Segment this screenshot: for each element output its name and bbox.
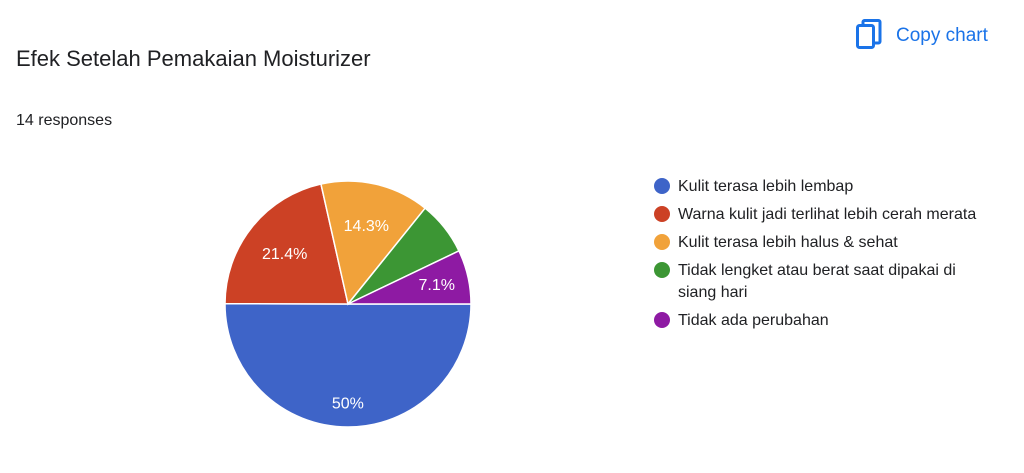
legend-label: Kulit terasa lebih halus & sehat bbox=[678, 234, 898, 251]
copy-chart-button[interactable]: Copy chart bbox=[856, 18, 988, 54]
response-count: 14 responses bbox=[16, 112, 113, 129]
legend-swatch bbox=[654, 178, 670, 194]
legend-item: Tidak ada perubahan bbox=[654, 310, 984, 332]
chart-title: Efek Setelah Pemakaian Moisturizer bbox=[16, 46, 371, 71]
copy-chart-label: Copy chart bbox=[896, 25, 988, 46]
slice-label: 14.3% bbox=[344, 218, 389, 235]
legend-label: Warna kulit jadi terlihat lebih cerah me… bbox=[678, 206, 977, 223]
legend-item: Kulit terasa lebih lembap bbox=[654, 176, 984, 198]
legend-swatch bbox=[654, 312, 670, 328]
slice-label: 7.1% bbox=[419, 277, 455, 294]
slice-label: 21.4% bbox=[262, 246, 307, 263]
pie-slice[interactable] bbox=[224, 302, 472, 428]
legend-item: Warna kulit jadi terlihat lebih cerah me… bbox=[654, 204, 984, 226]
legend-swatch bbox=[654, 234, 670, 250]
legend-label: Kulit terasa lebih lembap bbox=[678, 178, 854, 195]
legend-item: Kulit terasa lebih halus & sehat bbox=[654, 232, 984, 254]
legend-swatch bbox=[654, 206, 670, 222]
legend-label: Tidak lengket atau berat saat dipakai di… bbox=[678, 262, 956, 301]
pie-slice[interactable] bbox=[320, 180, 427, 306]
pie-slice[interactable] bbox=[224, 183, 349, 305]
legend-item: Tidak lengket atau berat saat dipakai di… bbox=[654, 260, 984, 304]
chart-legend: Kulit terasa lebih lembap Warna kulit jad… bbox=[654, 176, 984, 338]
legend-swatch bbox=[654, 262, 670, 278]
pie-slice[interactable] bbox=[347, 249, 472, 305]
copy-icon bbox=[856, 18, 882, 54]
slice-label: 50% bbox=[332, 395, 364, 412]
legend-label: Tidak ada perubahan bbox=[678, 312, 829, 329]
